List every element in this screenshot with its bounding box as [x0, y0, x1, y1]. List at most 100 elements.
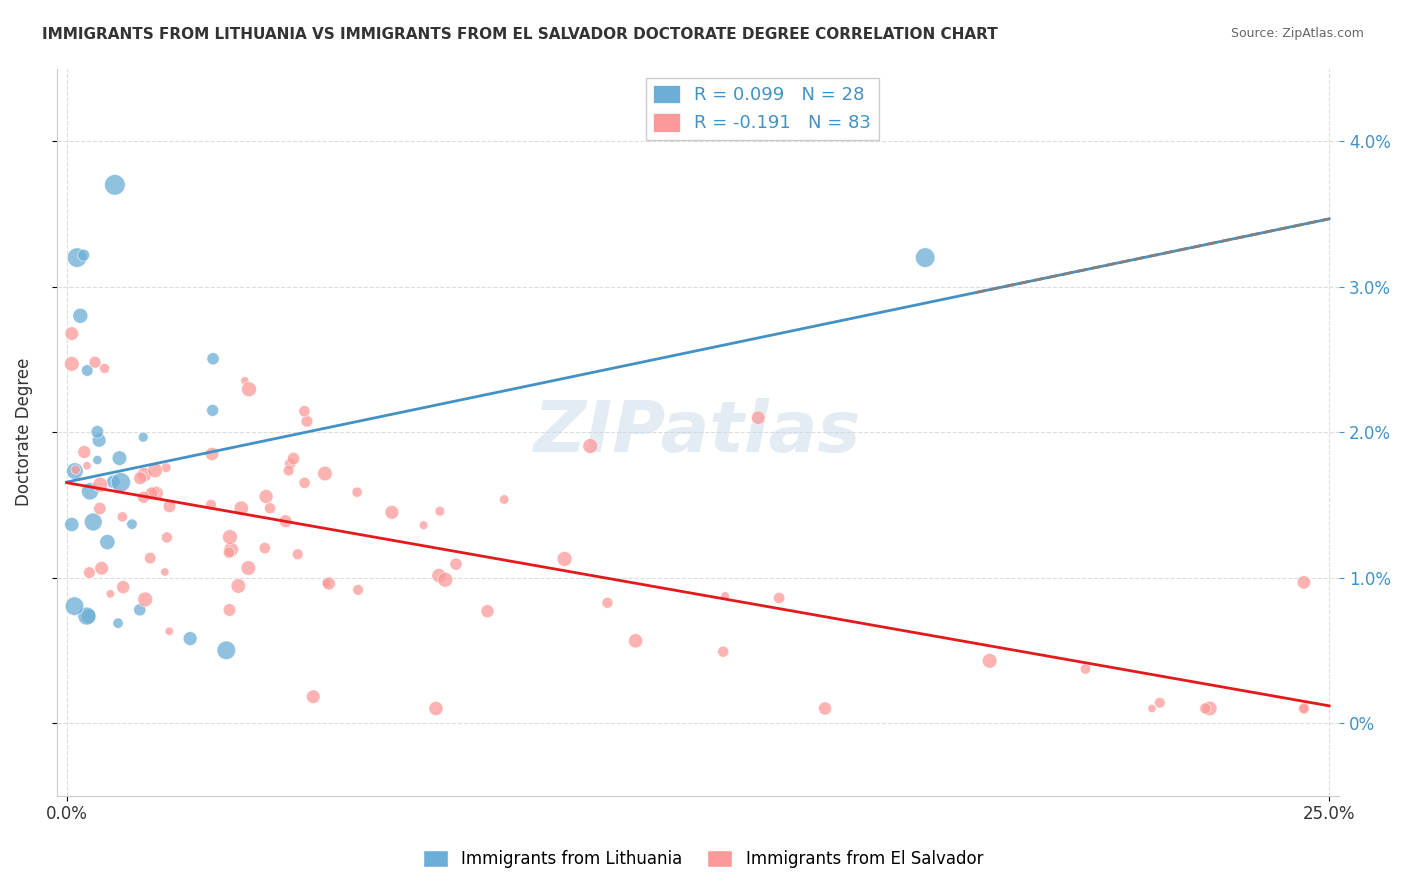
- Point: [231, 501, 253, 516]
- Point: [202, 351, 225, 366]
- Point: [107, 616, 129, 631]
- Text: IMMIGRANTS FROM LITHUANIA VS IMMIGRANTS FROM EL SALVADOR DOCTORATE DEGREE CORREL: IMMIGRANTS FROM LITHUANIA VS IMMIGRANTS …: [42, 27, 998, 42]
- Point: [294, 475, 316, 490]
- Point: [347, 582, 370, 597]
- Point: [86, 425, 108, 439]
- Point: [134, 592, 156, 607]
- Point: [238, 561, 260, 575]
- Point: [1292, 701, 1315, 715]
- Point: [711, 645, 734, 659]
- Point: [346, 485, 368, 500]
- Point: [1194, 701, 1216, 715]
- Point: [132, 430, 155, 444]
- Point: [1140, 701, 1163, 715]
- Point: [814, 701, 837, 715]
- Point: [554, 552, 576, 566]
- Point: [215, 643, 238, 657]
- Point: [292, 404, 315, 418]
- Point: [157, 624, 180, 639]
- Point: [93, 361, 115, 376]
- Point: [233, 374, 256, 388]
- Point: [129, 471, 152, 485]
- Legend: Immigrants from Lithuania, Immigrants from El Salvador: Immigrants from Lithuania, Immigrants fr…: [416, 843, 990, 875]
- Point: [219, 530, 242, 544]
- Point: [63, 599, 86, 614]
- Point: [218, 603, 240, 617]
- Point: [768, 591, 790, 605]
- Point: [132, 490, 155, 504]
- Point: [283, 451, 305, 466]
- Point: [494, 492, 516, 507]
- Point: [1198, 701, 1220, 715]
- Point: [179, 632, 201, 646]
- Point: [145, 483, 167, 498]
- Point: [295, 414, 318, 428]
- Point: [201, 447, 224, 461]
- Point: [73, 248, 96, 262]
- Text: ZIPatlas: ZIPatlas: [534, 398, 862, 467]
- Point: [979, 654, 1001, 668]
- Point: [134, 467, 156, 482]
- Point: [156, 530, 179, 544]
- Point: [381, 505, 404, 519]
- Point: [76, 363, 98, 377]
- Point: [76, 458, 98, 473]
- Point: [254, 490, 277, 504]
- Point: [110, 475, 132, 490]
- Point: [155, 460, 177, 475]
- Point: [76, 609, 98, 624]
- Point: [596, 596, 619, 610]
- Text: Source: ZipAtlas.com: Source: ZipAtlas.com: [1230, 27, 1364, 40]
- Point: [84, 355, 107, 369]
- Y-axis label: Doctorate Degree: Doctorate Degree: [15, 358, 32, 507]
- Point: [108, 451, 131, 466]
- Point: [714, 589, 737, 603]
- Point: [98, 587, 121, 601]
- Point: [103, 475, 125, 489]
- Point: [90, 561, 112, 575]
- Point: [277, 464, 299, 478]
- Point: [427, 568, 450, 582]
- Point: [1292, 575, 1315, 590]
- Point: [145, 486, 167, 500]
- Point: [1074, 662, 1097, 676]
- Point: [153, 565, 176, 579]
- Point: [69, 309, 91, 323]
- Point: [86, 453, 108, 467]
- Point: [73, 445, 96, 459]
- Legend: R = 0.099   N = 28, R = -0.191   N = 83: R = 0.099 N = 28, R = -0.191 N = 83: [645, 78, 879, 140]
- Point: [79, 484, 101, 499]
- Point: [60, 326, 83, 341]
- Point: [219, 542, 242, 557]
- Point: [121, 517, 143, 532]
- Point: [274, 514, 297, 528]
- Point: [579, 439, 602, 453]
- Point: [747, 410, 769, 425]
- Point: [1149, 696, 1171, 710]
- Point: [434, 573, 457, 587]
- Point: [104, 178, 127, 192]
- Point: [96, 535, 118, 549]
- Point: [159, 500, 181, 514]
- Point: [65, 463, 87, 477]
- Point: [79, 566, 101, 580]
- Point: [89, 501, 111, 516]
- Point: [253, 541, 276, 555]
- Point: [914, 251, 936, 265]
- Point: [287, 547, 309, 561]
- Point: [429, 504, 451, 518]
- Point: [143, 463, 166, 477]
- Point: [238, 382, 260, 396]
- Point: [201, 403, 224, 417]
- Point: [141, 486, 163, 500]
- Point: [111, 509, 134, 524]
- Point: [89, 477, 111, 491]
- Point: [412, 518, 434, 533]
- Point: [112, 580, 135, 594]
- Point: [315, 576, 337, 591]
- Point: [218, 545, 240, 559]
- Point: [77, 609, 100, 624]
- Point: [60, 357, 83, 371]
- Point: [82, 515, 104, 529]
- Point: [314, 467, 336, 481]
